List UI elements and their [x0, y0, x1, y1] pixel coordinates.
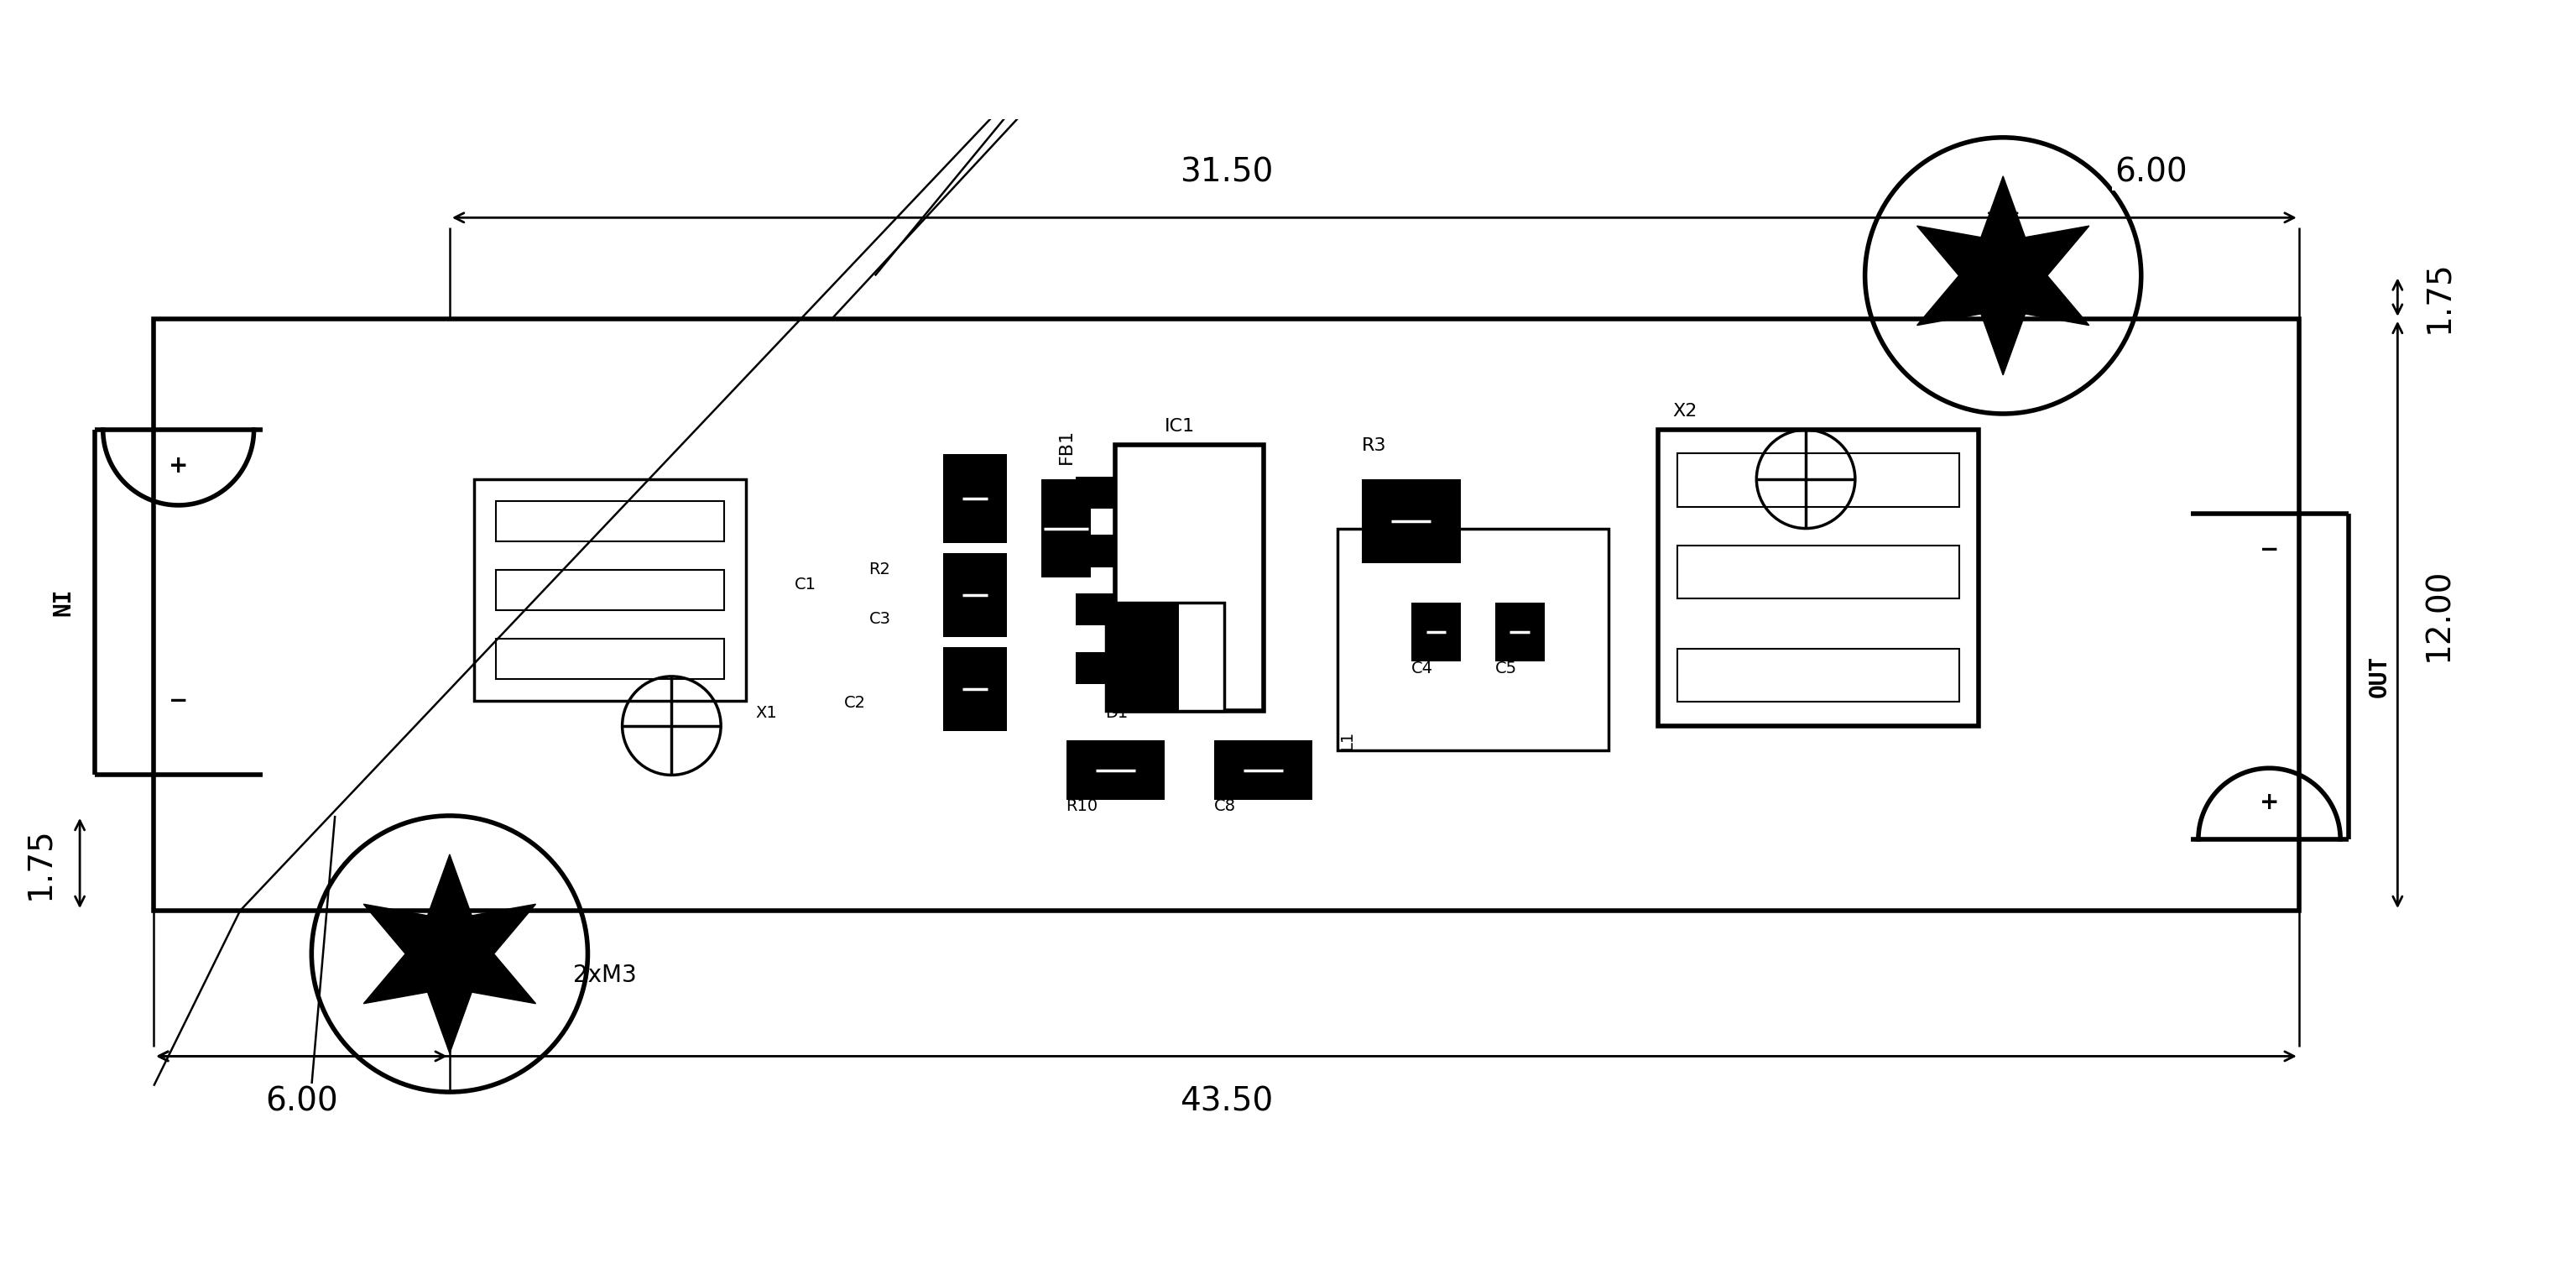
- Polygon shape: [363, 854, 536, 1053]
- Text: FB1: FB1: [1059, 428, 1074, 464]
- Text: C3: C3: [868, 611, 891, 627]
- Text: IC1: IC1: [1164, 418, 1195, 435]
- Bar: [1077, 652, 1115, 684]
- Text: 12.00: 12.00: [2421, 568, 2455, 661]
- Bar: [1213, 741, 1314, 800]
- Bar: [1066, 741, 1164, 800]
- Bar: [474, 479, 744, 702]
- Bar: [1337, 528, 1607, 751]
- Text: X1: X1: [755, 705, 778, 720]
- Text: 2xM3: 2xM3: [572, 963, 636, 987]
- Bar: [497, 502, 724, 541]
- Text: +: +: [167, 455, 188, 478]
- Text: NI: NI: [52, 588, 75, 617]
- Bar: [155, 319, 2298, 910]
- Text: R3: R3: [1363, 437, 1386, 455]
- Bar: [1180, 603, 1224, 710]
- Bar: [1677, 454, 1960, 507]
- Polygon shape: [1917, 176, 2089, 375]
- Text: 1.75: 1.75: [2421, 260, 2455, 334]
- Text: 43.50: 43.50: [1180, 1086, 1273, 1117]
- Text: R10: R10: [1066, 799, 1097, 814]
- Text: −: −: [2259, 538, 2280, 561]
- Bar: [1412, 603, 1461, 661]
- Text: X2: X2: [1672, 403, 1698, 420]
- Bar: [1105, 603, 1224, 710]
- Text: C2: C2: [845, 695, 866, 710]
- Text: 6.00: 6.00: [2115, 157, 2187, 188]
- Bar: [497, 570, 724, 611]
- Text: 31.50: 31.50: [1180, 157, 1273, 188]
- Bar: [1041, 479, 1090, 578]
- Bar: [1077, 594, 1115, 626]
- Bar: [1363, 479, 1461, 562]
- Text: −: −: [167, 689, 188, 713]
- Bar: [1115, 445, 1262, 710]
- Text: D1: D1: [1105, 705, 1128, 720]
- Bar: [1677, 648, 1960, 702]
- Bar: [1077, 477, 1115, 508]
- Text: +: +: [2259, 791, 2280, 814]
- Bar: [1677, 545, 1960, 598]
- Text: C4: C4: [1412, 661, 1432, 676]
- Bar: [1105, 603, 1224, 710]
- Circle shape: [1139, 656, 1167, 686]
- Text: C1: C1: [796, 576, 817, 593]
- Bar: [943, 455, 1007, 544]
- Bar: [1077, 535, 1115, 568]
- Text: R2: R2: [868, 561, 891, 578]
- Text: C5: C5: [1494, 661, 1517, 676]
- Text: 6.00: 6.00: [265, 1086, 337, 1117]
- Text: 1.75: 1.75: [23, 827, 54, 900]
- Bar: [1659, 430, 1978, 726]
- Text: L1: L1: [1340, 731, 1355, 751]
- Bar: [1494, 603, 1546, 661]
- Bar: [497, 638, 724, 679]
- Bar: [943, 647, 1007, 731]
- Bar: [943, 554, 1007, 637]
- Text: C8: C8: [1213, 799, 1236, 814]
- Text: OUT: OUT: [2367, 655, 2391, 698]
